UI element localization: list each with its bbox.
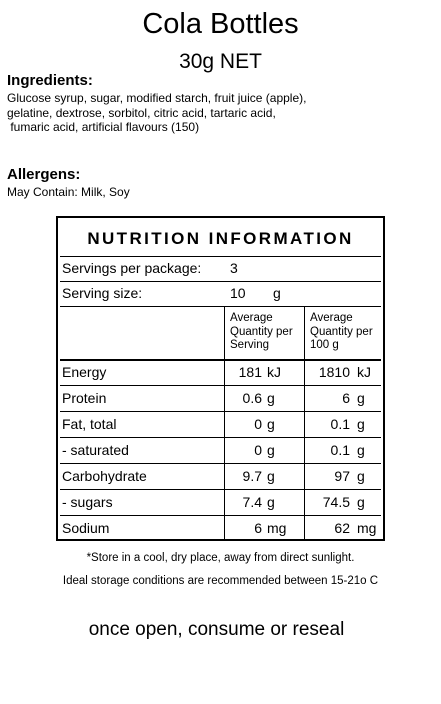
serving-size-unit: g: [273, 285, 281, 301]
divider: [60, 256, 381, 257]
per-100g-unit: g: [357, 416, 365, 432]
net-weight: 30g NET: [179, 50, 262, 73]
nutrient-name: Energy: [62, 364, 107, 380]
ingredients-line: fumaric acid, artificial flavours (150): [7, 120, 200, 134]
ingredients-text: Glucose syrup, sugar, modified starch, f…: [7, 91, 427, 135]
per-100g-value: 62: [334, 520, 350, 536]
column-header-per-100g: Average Quantity per 100 g: [310, 312, 373, 351]
divider: [60, 281, 381, 282]
per-serving-value: 9.7: [242, 468, 262, 484]
per-serving-unit: g: [267, 494, 275, 510]
reseal-note: once open, consume or reseal: [88, 619, 345, 640]
per-100g-unit: g: [357, 468, 365, 484]
nutrient-name: Fat, total: [62, 416, 117, 432]
nutrient-name: - sugars: [62, 494, 113, 510]
per-serving-value: 6: [254, 520, 262, 536]
per-serving-unit: g: [267, 416, 275, 432]
per-100g-unit: g: [357, 494, 365, 510]
nutrient-name: Carbohydrate: [62, 468, 147, 484]
row-divider: [60, 489, 381, 490]
per-serving-unit: mg: [267, 520, 287, 536]
serving-size-value: 10: [230, 285, 246, 301]
nutrition-title: NUTRITION INFORMATION: [87, 229, 354, 248]
nutrient-name: - saturated: [62, 442, 129, 458]
header-divider-thick: [60, 359, 381, 361]
divider: [60, 306, 381, 307]
per-serving-value: 181: [238, 364, 262, 380]
per-100g-unit: g: [357, 390, 365, 406]
per-serving-unit: g: [267, 442, 275, 458]
allergens-heading: Allergens:: [7, 166, 81, 183]
product-title: Cola Bottles: [142, 8, 299, 40]
ingredients-line: Glucose syrup, sugar, modified starch, f…: [7, 91, 307, 105]
nutrient-name: Sodium: [62, 520, 110, 536]
nutrition-panel: NUTRITION INFORMATION Servings per packa…: [56, 216, 385, 541]
per-100g-value: 0.1: [330, 416, 350, 432]
storage-conditions: Ideal storage conditions are recommended…: [62, 575, 379, 587]
row-divider: [60, 515, 381, 516]
row-divider: [60, 411, 381, 412]
column-divider: [304, 306, 305, 541]
ingredients-heading: Ingredients:: [7, 72, 93, 89]
servings-value: 3: [230, 260, 238, 276]
nutrient-name: Protein: [62, 390, 107, 406]
per-100g-value: 0.1: [330, 442, 350, 458]
serving-size-label: Serving size:: [62, 285, 143, 301]
per-serving-unit: g: [267, 390, 275, 406]
column-header-per-serving: Average Quantity per Serving: [230, 312, 293, 351]
per-serving-unit: kJ: [267, 364, 281, 380]
per-100g-unit: kJ: [357, 364, 371, 380]
per-100g-unit: mg: [357, 520, 377, 536]
per-serving-value: 7.4: [242, 494, 262, 510]
servings-label: Servings per package:: [62, 260, 202, 276]
per-serving-unit: g: [267, 468, 275, 484]
per-serving-value: 0: [254, 442, 262, 458]
per-100g-unit: g: [357, 442, 365, 458]
storage-note: *Store in a cool, dry place, away from d…: [86, 552, 355, 564]
per-100g-value: 1810: [318, 364, 350, 380]
row-divider: [60, 385, 381, 386]
allergens-text: May Contain: Milk, Soy: [7, 185, 130, 199]
row-divider: [60, 437, 381, 438]
per-serving-value: 0.6: [242, 390, 262, 406]
per-100g-value: 74.5: [322, 494, 350, 510]
per-serving-value: 0: [254, 416, 262, 432]
row-divider: [60, 463, 381, 464]
per-100g-value: 6: [342, 390, 350, 406]
per-100g-value: 97: [334, 468, 350, 484]
column-divider: [224, 306, 225, 541]
ingredients-line: gelatine, dextrose, sorbitol, citric aci…: [7, 105, 276, 120]
